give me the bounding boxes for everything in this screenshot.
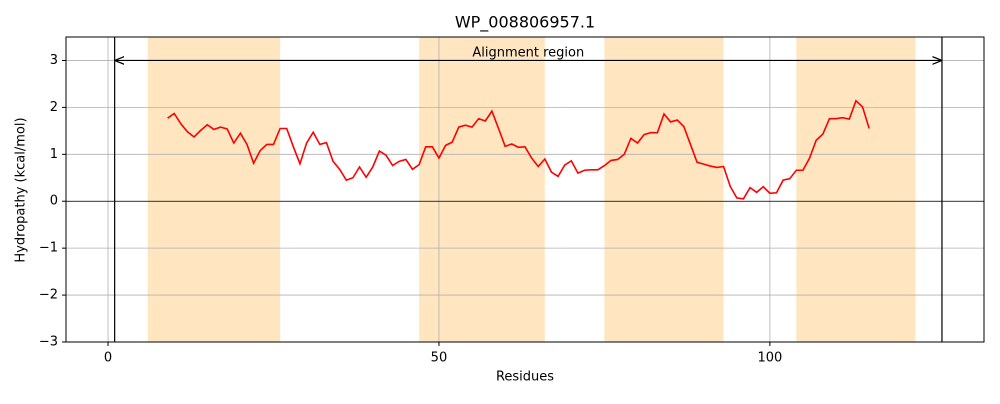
hydropathy-line (167, 99, 870, 200)
y-tick-label: −1 (39, 241, 58, 256)
x-tick-label: 100 (757, 351, 782, 366)
y-tick-label: 0 (50, 194, 58, 209)
plot-frame (65, 36, 985, 343)
shaded-region (796, 37, 916, 342)
shaded-region (604, 37, 724, 342)
y-tick-label: 1 (50, 147, 58, 162)
x-axis-label: Residues (496, 370, 554, 385)
shaded-region (419, 37, 545, 342)
shaded-region (147, 37, 281, 342)
y-axis-label: Hydropathy (kcal/mol) (14, 117, 29, 262)
annotation: Alignment region (472, 45, 584, 60)
y-tick-label: 2 (50, 100, 58, 115)
x-tick-label: 50 (431, 351, 448, 366)
y-tick-label: −3 (39, 335, 58, 350)
x-tick-label: 0 (104, 351, 112, 366)
chart-title: WP_008806957.1 (455, 13, 595, 33)
y-tick-label: 3 (50, 53, 58, 68)
y-tick-label: −2 (39, 288, 58, 303)
